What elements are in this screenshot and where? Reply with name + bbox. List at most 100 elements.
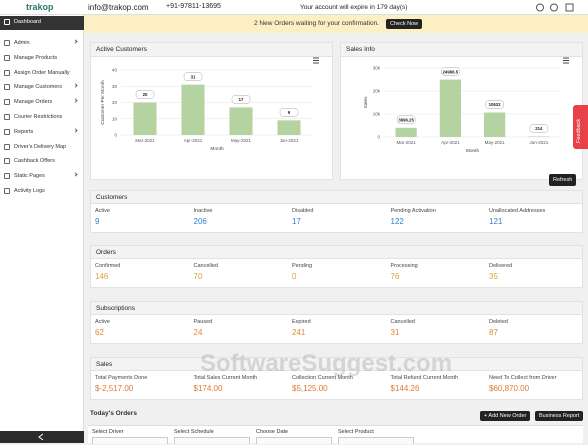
feedback-text[interactable]: Feedback <box>576 119 582 143</box>
watermark: SoftwareSuggest.com <box>200 350 452 378</box>
nav-icon <box>4 84 10 90</box>
stat-value: 70 <box>194 272 203 281</box>
logo[interactable]: trakop <box>26 2 54 12</box>
y-tick-label: 0 <box>377 135 380 140</box>
check-now[interactable]: Check Now <box>386 19 422 29</box>
x-tick-label: Jun-2021 <box>529 140 548 145</box>
y-tick-label: 20k <box>373 89 381 94</box>
x-tick-label: Mar-2021 <box>396 140 416 145</box>
stat-label: Need To Collect from Driver <box>489 375 556 381</box>
chart: 010k20k30k3996.25Mar-202124966.5Apr-2021… <box>341 57 582 179</box>
filter-row: Select Driver Select Schedule Choose Date S… <box>88 425 583 443</box>
stat-label: Delivered <box>489 263 512 269</box>
stat-label: Total Payments Done <box>95 375 147 381</box>
nav-arrow <box>73 39 77 43</box>
x-tick-label: Apr-2021 <box>184 138 203 143</box>
x-tick-label: May-2021 <box>231 138 252 143</box>
nav-arrow <box>73 99 77 103</box>
nav-item[interactable]: Courier Restrictions <box>14 114 62 120</box>
stat-label: Cancelled <box>391 319 415 325</box>
x-tick-label: Jun-2021 <box>280 138 299 143</box>
value-label: 20 <box>143 92 148 97</box>
section-title: Customers <box>91 191 582 204</box>
nav-icon <box>4 144 10 150</box>
nav-item[interactable]: Dashboard <box>14 19 41 25</box>
chart-title: Sales Info <box>341 43 582 57</box>
stat-label: Confirmed <box>95 263 120 269</box>
y-tick-label: 10 <box>112 116 118 121</box>
stat-value: 9 <box>95 217 99 226</box>
stat-value: 0 <box>292 272 296 281</box>
filter-label: Select Schedule <box>174 429 214 435</box>
stat-label: Pending Activation <box>391 208 436 214</box>
y-tick-label: 10k <box>373 112 381 117</box>
x-axis-label: Month <box>210 146 224 152</box>
nav-item[interactable]: Static Pages <box>14 173 45 179</box>
x-tick-label: Mar-2021 <box>135 138 155 143</box>
nav-icon <box>4 173 10 179</box>
nav-item[interactable]: Reports <box>14 129 33 135</box>
value-label: 3996.25 <box>398 118 414 123</box>
refresh-button[interactable]: Refresh <box>549 174 576 186</box>
stat-value: 87 <box>489 328 498 337</box>
stat-value: 35 <box>489 272 498 281</box>
nav-item[interactable]: Manage Customers <box>14 84 62 90</box>
stat-value: 17 <box>292 217 301 226</box>
y-tick-label: 30 <box>112 84 118 89</box>
nav-item[interactable]: Activity Logs <box>14 188 45 194</box>
filter-label: Choose Date <box>256 429 288 435</box>
expiry: Your account will expire in 179 day(s) <box>300 4 407 11</box>
nav-item[interactable]: Assign Order Manually <box>14 70 70 76</box>
nav-item[interactable]: Manage Products <box>14 55 57 61</box>
nav-icon <box>4 70 10 76</box>
stat-value: $-2,517.00 <box>95 384 133 393</box>
stat-label: Deleted <box>489 319 508 325</box>
stat-label: Disabled <box>292 208 313 214</box>
bar <box>133 103 156 136</box>
stat-value: 146 <box>95 272 108 281</box>
y-tick-label: 40 <box>112 68 118 73</box>
chart: 01020304020Mar-202131Apr-202117May-20219… <box>91 57 332 179</box>
value-label: 17 <box>239 97 244 102</box>
stat-label: Inactive <box>194 208 213 214</box>
bar <box>229 107 252 135</box>
stat-value: 76 <box>391 272 400 281</box>
nav-icon <box>4 129 10 135</box>
filter-label: Select Driver <box>92 429 123 435</box>
feedback-tab[interactable]: Feedback <box>573 105 588 149</box>
nav-icon <box>4 40 10 46</box>
nav-icon <box>4 19 10 25</box>
stat-label: Active <box>95 319 110 325</box>
chart-title: Active Customers <box>91 43 332 57</box>
business-report[interactable]: Business Report <box>535 411 583 421</box>
stat-value: 206 <box>194 217 207 226</box>
stat-value: 31 <box>391 328 400 337</box>
nav-arrow <box>73 173 77 177</box>
add-order[interactable]: + Add New Order <box>480 411 530 421</box>
header-icons[interactable] <box>536 3 584 12</box>
email[interactable]: info@trakop.com <box>88 3 149 12</box>
collapse-bar[interactable] <box>0 431 84 443</box>
nav-arrow <box>73 128 77 132</box>
y-axis-label: Customer Per Month <box>100 80 106 125</box>
value-label: 214 <box>535 126 543 131</box>
nav-item[interactable]: Driver's Delivery Map <box>14 144 66 150</box>
filter-label: Select Product <box>338 429 374 435</box>
top-bar: trakop info@trakop.com +91-97811-13695 Y… <box>0 0 588 15</box>
section-title: Subscriptions <box>91 302 582 315</box>
nav-item[interactable]: Cashback Offers <box>14 158 55 164</box>
stat-value: 241 <box>292 328 305 337</box>
bar <box>440 80 461 137</box>
nav-arrow <box>73 84 77 88</box>
nav-icon <box>4 158 10 164</box>
y-tick-label: 30k <box>373 66 381 71</box>
nav-item[interactable]: Admin <box>14 40 30 46</box>
stat-label: Expired <box>292 319 311 325</box>
stat-value: 122 <box>391 217 404 226</box>
phone: +91-97811-13695 <box>166 3 221 10</box>
nav-item[interactable]: Manage Orders <box>14 99 52 105</box>
